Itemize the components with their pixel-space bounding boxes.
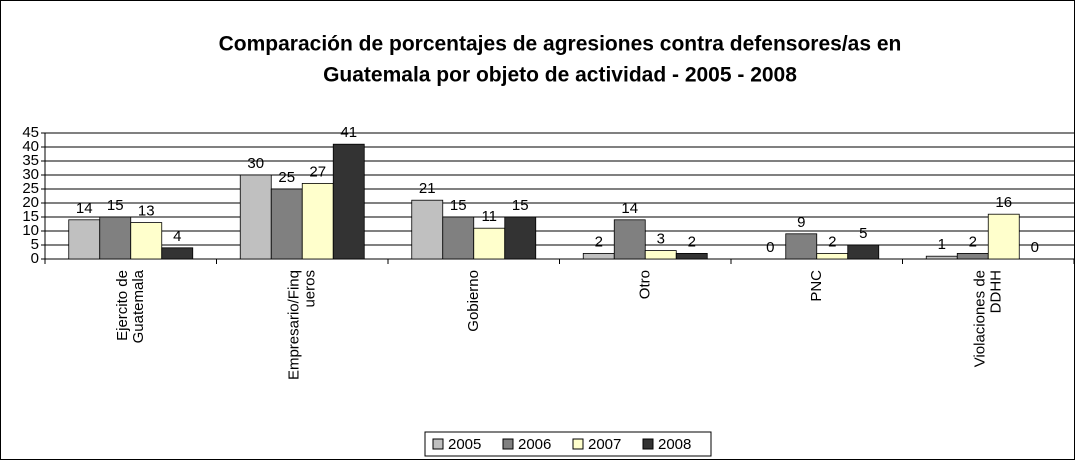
legend-box — [424, 431, 712, 457]
y-tick-label: 25 — [22, 180, 39, 197]
bar — [582, 252, 615, 260]
data-label: 4 — [173, 228, 181, 245]
data-label: 15 — [512, 197, 529, 214]
x-tick-label: Otro — [636, 270, 653, 299]
bar — [332, 143, 365, 260]
y-tick-label: 30 — [22, 166, 39, 183]
bar — [613, 219, 646, 260]
legend-label: 2006 — [518, 436, 551, 453]
y-tick-label: 5 — [31, 236, 39, 253]
y-tick-label: 0 — [31, 250, 39, 267]
bar — [99, 216, 132, 260]
y-tick-label: 15 — [22, 208, 39, 225]
legend-swatch — [432, 438, 444, 450]
data-label: 27 — [309, 163, 326, 180]
data-label: 16 — [995, 194, 1012, 211]
data-label: 3 — [657, 231, 665, 248]
data-label: 0 — [1031, 239, 1039, 256]
y-tick-label: 35 — [22, 152, 39, 169]
legend-label: 2007 — [588, 436, 621, 453]
bar — [504, 216, 537, 260]
data-label: 2 — [688, 233, 696, 250]
bar — [956, 252, 989, 260]
data-label: 21 — [419, 180, 436, 197]
x-tick-label: Violaciones deDDHH — [971, 270, 1004, 367]
legend-label: 2005 — [448, 436, 481, 453]
data-label: 1 — [938, 236, 946, 253]
x-tick-label: PNC — [808, 270, 825, 302]
bar — [442, 216, 475, 260]
data-label: 2 — [969, 233, 977, 250]
bar — [785, 233, 818, 260]
data-label: 15 — [107, 197, 124, 214]
bar — [270, 188, 303, 260]
bar — [130, 222, 163, 260]
legend-swatch — [642, 438, 654, 450]
data-label: 14 — [621, 200, 638, 217]
chart-title: Guatemala por objeto de actividad - 2005… — [323, 64, 797, 87]
data-label: 0 — [766, 239, 774, 256]
bar — [847, 244, 880, 260]
legend-swatch — [572, 438, 584, 450]
x-tick-label: Empresario/Finqueros — [285, 270, 318, 380]
data-label: 14 — [76, 200, 93, 217]
data-label: 2 — [828, 233, 836, 250]
legend-swatch — [502, 438, 514, 450]
data-label: 13 — [138, 203, 155, 220]
bar — [675, 252, 708, 260]
y-tick-label: 20 — [22, 194, 39, 211]
legend-label: 2008 — [658, 436, 691, 453]
bar — [644, 250, 677, 260]
data-label: 30 — [247, 155, 264, 172]
y-tick-label: 45 — [22, 124, 39, 141]
bar — [987, 213, 1020, 260]
data-label: 5 — [859, 225, 867, 242]
bar — [161, 247, 194, 260]
data-label: 15 — [450, 197, 467, 214]
bar — [411, 199, 444, 260]
bar — [473, 227, 506, 260]
data-label: 9 — [797, 214, 805, 231]
bar — [816, 252, 849, 260]
y-tick-label: 40 — [22, 138, 39, 155]
y-tick-label: 10 — [22, 222, 39, 239]
bar — [68, 219, 101, 260]
bar — [301, 182, 334, 260]
x-tick-label: Ejercito deGuatemala — [114, 269, 147, 343]
chart-title: Comparación de porcentajes de agresiones… — [219, 33, 902, 56]
data-label: 41 — [340, 124, 357, 141]
bar — [239, 174, 272, 260]
bar — [925, 255, 958, 260]
data-label: 2 — [595, 233, 603, 250]
x-tick-label: Gobierno — [465, 270, 482, 332]
data-label: 25 — [278, 169, 295, 186]
data-label: 11 — [481, 208, 497, 225]
